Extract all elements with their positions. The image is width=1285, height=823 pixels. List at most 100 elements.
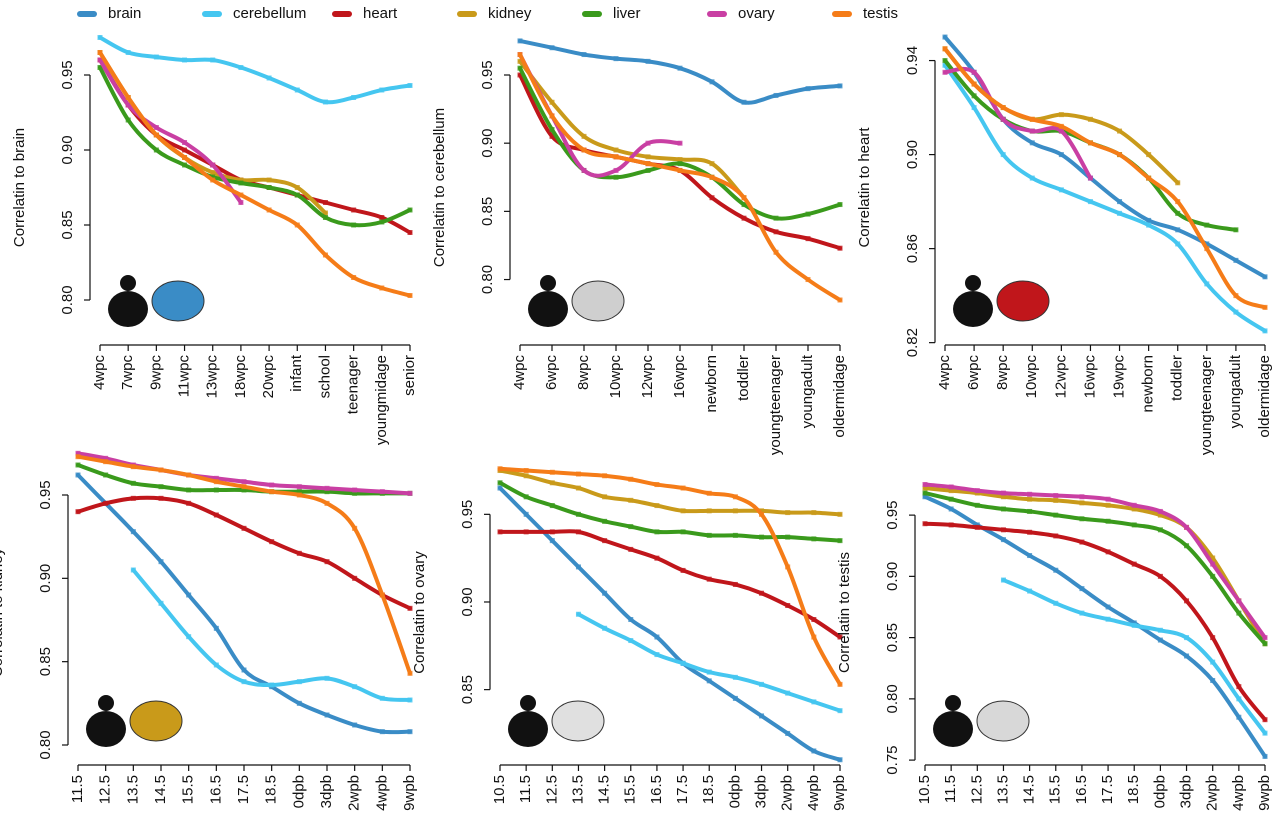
series-marker xyxy=(242,526,247,531)
legend-label: ovary xyxy=(738,5,775,22)
y-tick-label: 0.95 xyxy=(37,480,54,509)
x-tick-label: 4wpb xyxy=(373,775,390,811)
series-marker xyxy=(646,168,651,173)
series-marker xyxy=(707,533,712,538)
series-marker xyxy=(297,493,302,498)
icon-head xyxy=(965,275,981,291)
series-marker xyxy=(1027,492,1032,497)
series-marker xyxy=(1158,527,1163,532)
series-marker xyxy=(380,696,385,701)
x-tick-label: youngmidage xyxy=(373,355,390,445)
series-marker xyxy=(182,148,187,153)
series-marker xyxy=(159,601,164,606)
x-tick-label: 15.5 xyxy=(180,775,197,804)
series-marker xyxy=(1184,653,1189,658)
series-marker xyxy=(710,79,715,84)
x-tick-label: 14.5 xyxy=(1021,775,1038,804)
series-line xyxy=(78,475,410,732)
series-marker xyxy=(628,524,633,529)
series-marker xyxy=(1132,503,1137,508)
series-marker xyxy=(1053,601,1058,606)
series-marker xyxy=(1204,246,1209,251)
series-marker xyxy=(628,638,633,643)
series-marker xyxy=(1053,498,1058,503)
series-marker xyxy=(550,113,555,118)
series-marker xyxy=(582,134,587,139)
series-marker xyxy=(1079,516,1084,521)
series-marker xyxy=(1001,578,1006,583)
series-marker xyxy=(576,486,581,491)
series-marker xyxy=(210,58,215,63)
series-marker xyxy=(785,564,790,569)
series-marker xyxy=(838,83,843,88)
x-tick-label: youngteenager xyxy=(1198,355,1215,455)
x-tick-label: 18.5 xyxy=(700,775,717,804)
series-marker xyxy=(1079,494,1084,499)
series-marker xyxy=(582,52,587,57)
series-marker xyxy=(838,512,843,517)
series-marker xyxy=(131,568,136,573)
x-tick-label: 7wpc xyxy=(119,355,136,391)
series-marker xyxy=(76,473,81,478)
series-marker xyxy=(131,481,136,486)
series-marker xyxy=(126,50,131,55)
x-tick-label: 16.5 xyxy=(648,775,665,804)
series-marker xyxy=(681,508,686,513)
series-marker xyxy=(1030,140,1035,145)
series-marker xyxy=(774,93,779,98)
series-marker xyxy=(126,118,131,123)
series-marker xyxy=(325,486,330,491)
x-tick-label: youngadult xyxy=(1227,354,1244,428)
series-marker xyxy=(1236,696,1241,701)
x-tick-label: 3dpb xyxy=(318,775,335,808)
series-marker xyxy=(295,88,300,93)
x-tick-label: 0dpb xyxy=(726,775,743,808)
y-tick-label: 0.95 xyxy=(479,60,496,89)
series-marker xyxy=(1088,140,1093,145)
series-marker xyxy=(182,58,187,63)
y-tick-label: 0.90 xyxy=(59,135,76,164)
series-marker xyxy=(159,559,164,564)
series-marker xyxy=(806,277,811,282)
series-marker xyxy=(242,484,247,489)
series-marker xyxy=(1146,176,1151,181)
series-marker xyxy=(352,723,357,728)
series-marker xyxy=(602,473,607,478)
series-marker xyxy=(1233,310,1238,315)
icon-head xyxy=(98,695,114,711)
series-marker xyxy=(1001,117,1006,122)
series-marker xyxy=(498,486,503,491)
series-marker xyxy=(811,748,816,753)
legend-label: kidney xyxy=(488,5,532,22)
series-marker xyxy=(267,76,272,81)
series-marker xyxy=(678,141,683,146)
series-marker xyxy=(214,513,219,518)
x-tick-label: 12wpc xyxy=(639,355,656,399)
series-marker xyxy=(550,45,555,50)
series-marker xyxy=(267,185,272,190)
series-marker xyxy=(550,470,555,475)
series-marker xyxy=(838,298,843,303)
series-marker xyxy=(186,488,191,493)
series-marker xyxy=(1158,574,1163,579)
series-marker xyxy=(614,56,619,61)
series-marker xyxy=(159,496,164,501)
icon-body xyxy=(953,291,993,327)
series-line xyxy=(78,498,410,609)
series-marker xyxy=(654,635,659,640)
series-marker xyxy=(811,510,816,515)
x-tick-label: 15.5 xyxy=(1047,775,1064,804)
series-marker xyxy=(602,591,607,596)
series-marker xyxy=(214,626,219,631)
series-marker xyxy=(154,148,159,153)
x-tick-label: 15.5 xyxy=(622,775,639,804)
series-marker xyxy=(811,617,816,622)
series-marker xyxy=(1184,525,1189,530)
series-marker xyxy=(351,223,356,228)
series-marker xyxy=(351,275,356,280)
series-marker xyxy=(582,148,587,153)
series-marker xyxy=(1210,635,1215,640)
series-marker xyxy=(733,696,738,701)
series-marker xyxy=(681,529,686,534)
series-marker xyxy=(923,521,928,526)
